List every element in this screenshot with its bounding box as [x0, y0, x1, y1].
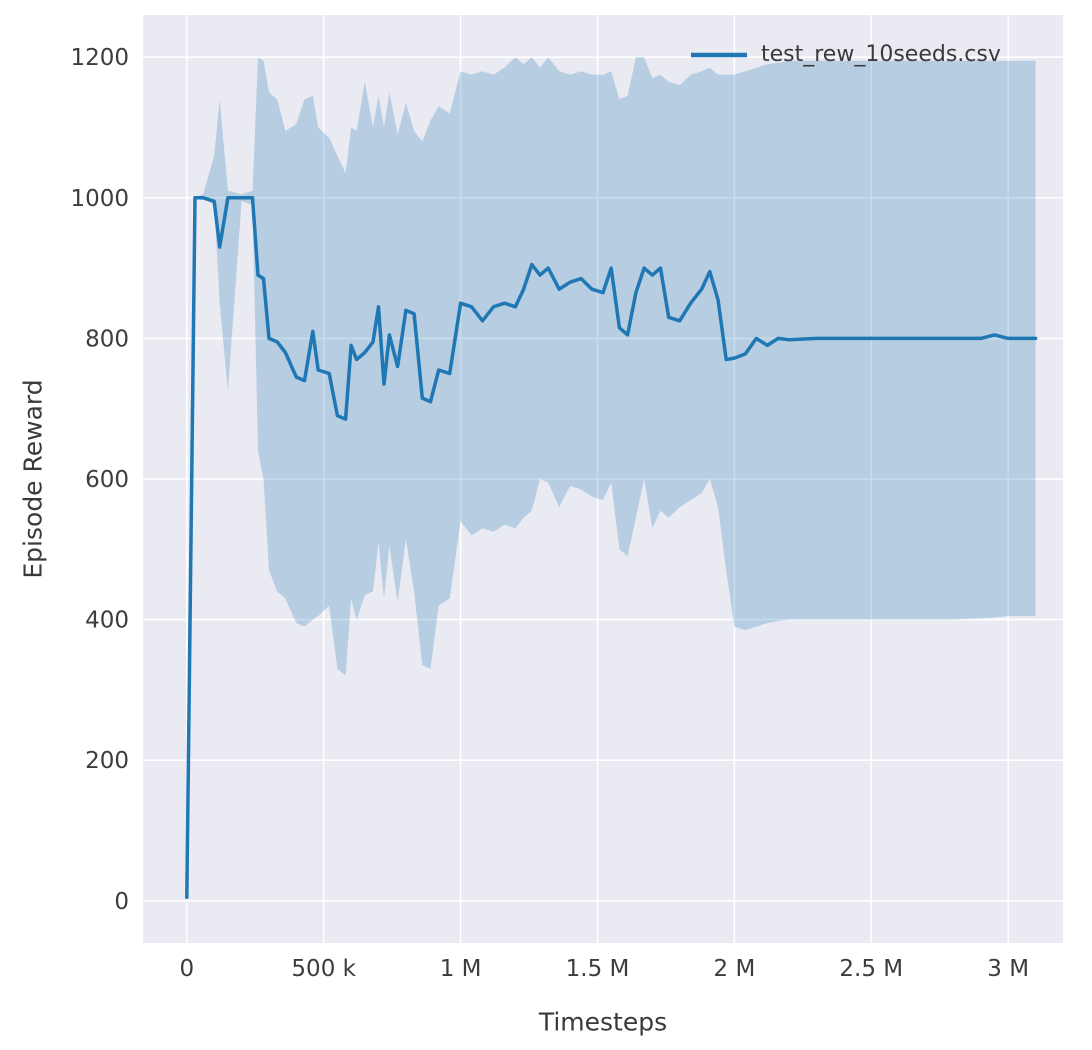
legend-swatch — [691, 52, 747, 57]
y-tick-label: 400 — [85, 608, 129, 634]
x-axis-label: Timesteps — [538, 1007, 668, 1037]
mean-line — [185, 196, 1038, 900]
x-tick-label: 3 M — [987, 956, 1029, 982]
legend-label: test_rew_10seeds.csv — [761, 42, 1001, 67]
x-tick-label: 0 — [179, 956, 194, 982]
legend: test_rew_10seeds.csv — [690, 42, 1001, 67]
x-tick-label: 2 M — [714, 956, 756, 982]
y-axis-label: Episode Reward — [18, 379, 48, 579]
x-tick-label: 500 k — [291, 956, 356, 982]
y-tick-label: 200 — [85, 748, 129, 774]
y-tick-label: 1000 — [70, 186, 129, 212]
x-tick-label: 1 M — [440, 956, 482, 982]
y-tick-label: 0 — [114, 889, 129, 915]
x-tick-label: 1.5 M — [566, 956, 630, 982]
y-tick-label: 1200 — [70, 45, 129, 71]
x-tick-label: 2.5 M — [839, 956, 903, 982]
y-tick-label: 600 — [85, 467, 129, 493]
y-tick-label: 800 — [85, 326, 129, 352]
confidence-band — [186, 57, 1036, 898]
